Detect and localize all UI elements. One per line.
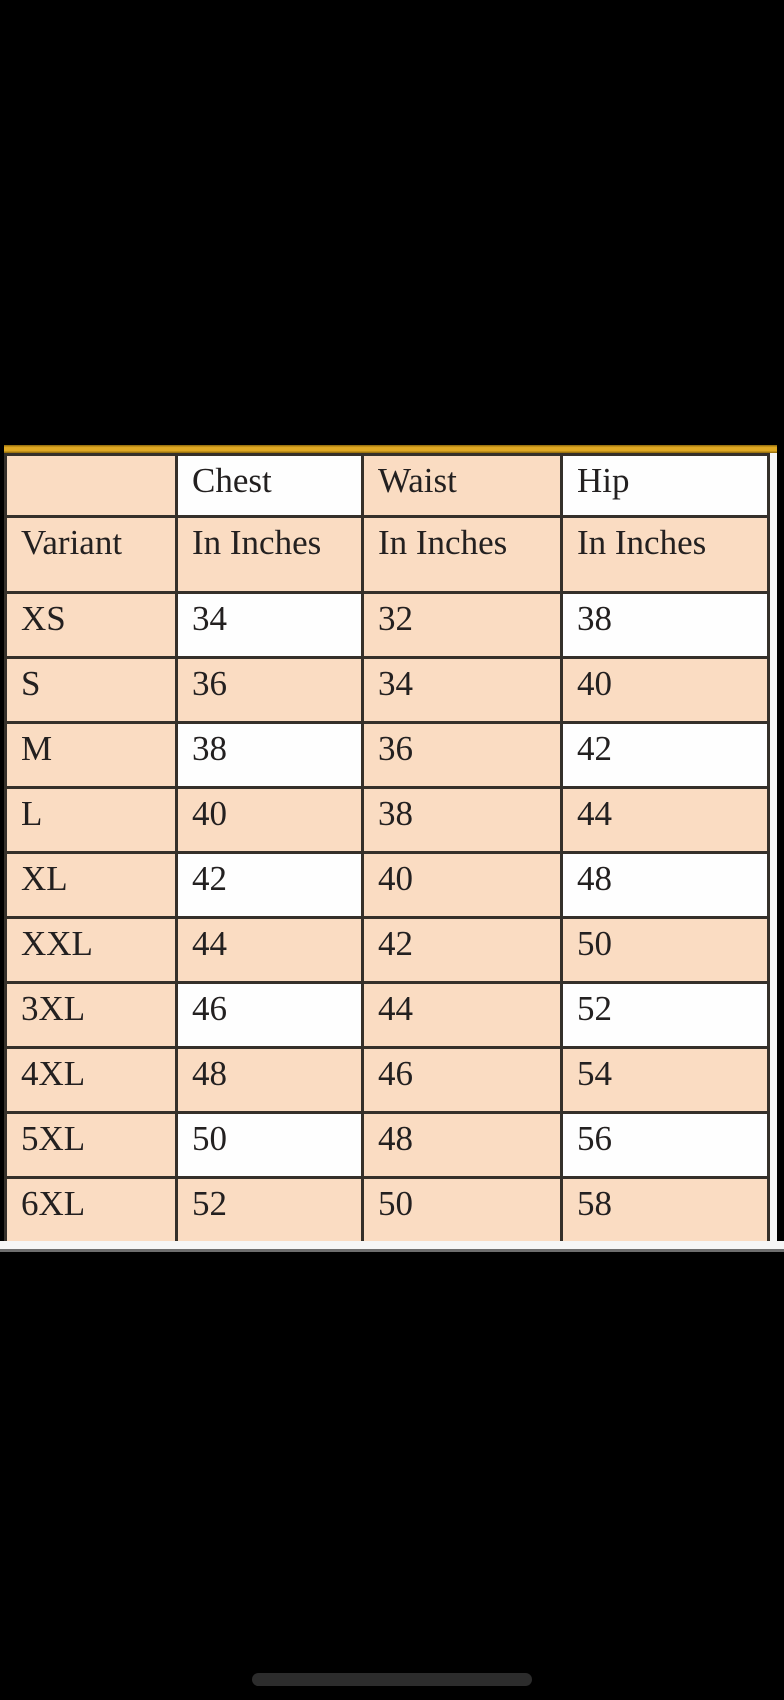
chest-cell: 52 <box>175 1176 364 1244</box>
table-row-6xl: 6XL 52 50 58 <box>4 1176 770 1244</box>
waist-cell: 38 <box>361 786 563 854</box>
chest-header-cell: Chest <box>175 453 364 518</box>
chest-cell: 36 <box>175 656 364 724</box>
variant-cell: 6XL <box>4 1176 178 1244</box>
variant-cell: M <box>4 721 178 789</box>
hip-cell: 58 <box>560 1176 770 1244</box>
hip-cell: 56 <box>560 1111 770 1179</box>
hip-cell: 38 <box>560 591 770 659</box>
table-row-m: M 38 36 42 <box>4 721 770 789</box>
gold-divider-bar <box>4 445 777 453</box>
table-row-l: L 40 38 44 <box>4 786 770 854</box>
waist-header-cell: Waist <box>361 453 563 518</box>
waist-cell: 32 <box>361 591 563 659</box>
header-row-measure: Chest Waist Hip <box>4 453 770 518</box>
waist-cell: 34 <box>361 656 563 724</box>
variant-cell: XXL <box>4 916 178 984</box>
waist-cell: 40 <box>361 851 563 919</box>
variant-cell: XS <box>4 591 178 659</box>
waist-cell: 48 <box>361 1111 563 1179</box>
photo-bottom-edge <box>0 1241 784 1252</box>
table-row-5xl: 5XL 50 48 56 <box>4 1111 770 1179</box>
size-chart-table: Chest Waist Hip Variant In Inches In Inc… <box>4 453 770 1244</box>
chest-cell: 42 <box>175 851 364 919</box>
waist-cell: 50 <box>361 1176 563 1244</box>
chest-units-cell: In Inches <box>175 515 364 594</box>
variant-cell: 5XL <box>4 1111 178 1179</box>
table-row-xxl: XXL 44 42 50 <box>4 916 770 984</box>
header-row-units: Variant In Inches In Inches In Inches <box>4 515 770 594</box>
corner-cell <box>4 453 178 518</box>
variant-cell: 4XL <box>4 1046 178 1114</box>
variant-cell: XL <box>4 851 178 919</box>
hip-header-cell: Hip <box>560 453 770 518</box>
waist-cell: 44 <box>361 981 563 1049</box>
table-row-4xl: 4XL 48 46 54 <box>4 1046 770 1114</box>
waist-cell: 42 <box>361 916 563 984</box>
hip-cell: 52 <box>560 981 770 1049</box>
table-row-xs: XS 34 32 38 <box>4 591 770 659</box>
hip-cell: 42 <box>560 721 770 789</box>
table-row-s: S 36 34 40 <box>4 656 770 724</box>
chest-cell: 44 <box>175 916 364 984</box>
variant-header-cell: Variant <box>4 515 178 594</box>
hip-cell: 48 <box>560 851 770 919</box>
hip-cell: 44 <box>560 786 770 854</box>
chest-cell: 50 <box>175 1111 364 1179</box>
waist-units-cell: In Inches <box>361 515 563 594</box>
waist-cell: 46 <box>361 1046 563 1114</box>
hip-cell: 54 <box>560 1046 770 1114</box>
chest-cell: 46 <box>175 981 364 1049</box>
chest-cell: 34 <box>175 591 364 659</box>
chest-cell: 40 <box>175 786 364 854</box>
chest-cell: 48 <box>175 1046 364 1114</box>
waist-cell: 36 <box>361 721 563 789</box>
hip-units-cell: In Inches <box>560 515 770 594</box>
variant-cell: L <box>4 786 178 854</box>
hip-cell: 40 <box>560 656 770 724</box>
variant-cell: S <box>4 656 178 724</box>
table-row-xl: XL 42 40 48 <box>4 851 770 919</box>
table-row-3xl: 3XL 46 44 52 <box>4 981 770 1049</box>
home-indicator[interactable] <box>252 1673 532 1686</box>
hip-cell: 50 <box>560 916 770 984</box>
chest-cell: 38 <box>175 721 364 789</box>
variant-cell: 3XL <box>4 981 178 1049</box>
